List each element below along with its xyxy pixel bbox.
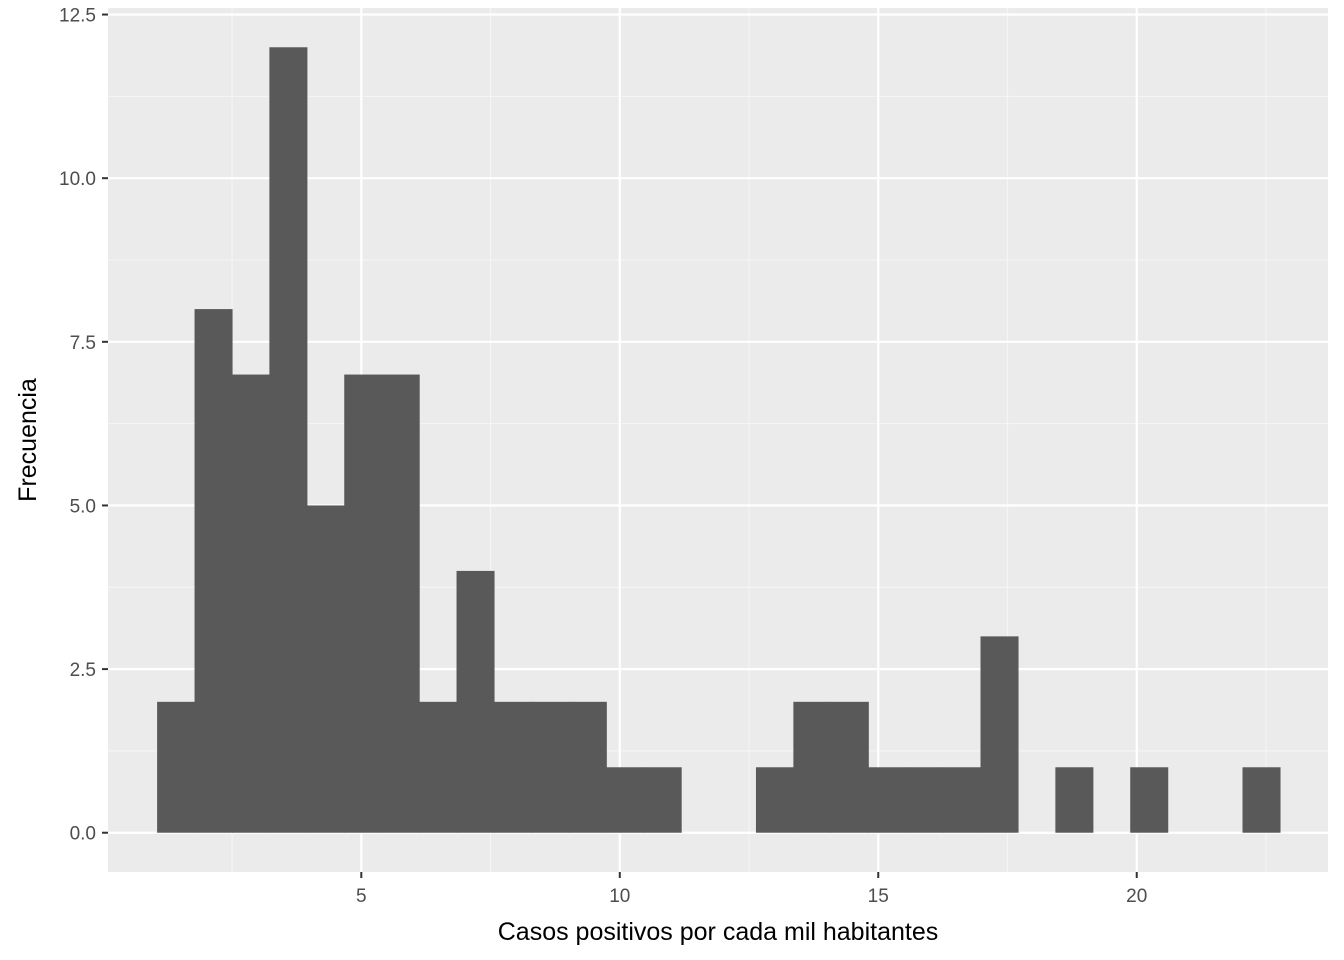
x-tick-label: 10 — [609, 886, 630, 907]
x-axis: 5 10 15 20 — [356, 872, 1147, 907]
y-axis: 0.0 2.5 5.0 7.5 10.0 12.5 — [59, 6, 108, 845]
histogram-bar — [419, 701, 458, 833]
y-tick-label: 12.5 — [59, 6, 96, 27]
histogram-bar — [157, 701, 196, 833]
x-tick-label: 15 — [868, 886, 889, 907]
histogram-bar — [755, 767, 794, 833]
histogram-bar — [830, 701, 869, 833]
histogram-bar — [531, 701, 570, 833]
x-tick-label: 5 — [356, 886, 367, 907]
histogram-bar — [1242, 767, 1281, 833]
histogram-bar — [194, 309, 233, 833]
histogram-bar — [568, 701, 607, 833]
histogram-bar — [231, 374, 270, 833]
x-axis-title: Casos positivos por cada mil habitantes — [498, 918, 939, 946]
histogram-bar — [793, 701, 832, 833]
histogram-bar — [493, 701, 532, 833]
histogram-bar — [456, 570, 495, 833]
histogram-bar — [269, 47, 308, 833]
y-axis-title: Frecuencia — [14, 378, 42, 502]
y-tick-label: 10.0 — [59, 169, 96, 190]
y-tick-label: 7.5 — [70, 333, 96, 354]
histogram-bar — [943, 767, 982, 833]
y-tick-label: 0.0 — [70, 824, 96, 845]
histogram-bar — [306, 505, 345, 833]
y-tick-label: 2.5 — [70, 660, 96, 681]
y-tick-label: 5.0 — [70, 496, 96, 517]
histogram-bar — [868, 767, 907, 833]
histogram-bar — [606, 767, 645, 833]
histogram-bar — [1130, 767, 1169, 833]
histogram-bar — [643, 767, 682, 833]
x-tick-label: 20 — [1126, 886, 1147, 907]
histogram-bar — [344, 374, 383, 833]
histogram-bar — [905, 767, 944, 833]
major-gridlines — [108, 8, 1328, 872]
bars — [157, 47, 1281, 833]
histogram-bar — [1055, 767, 1094, 833]
histogram-bar — [980, 636, 1019, 833]
histogram-bar — [381, 374, 420, 833]
